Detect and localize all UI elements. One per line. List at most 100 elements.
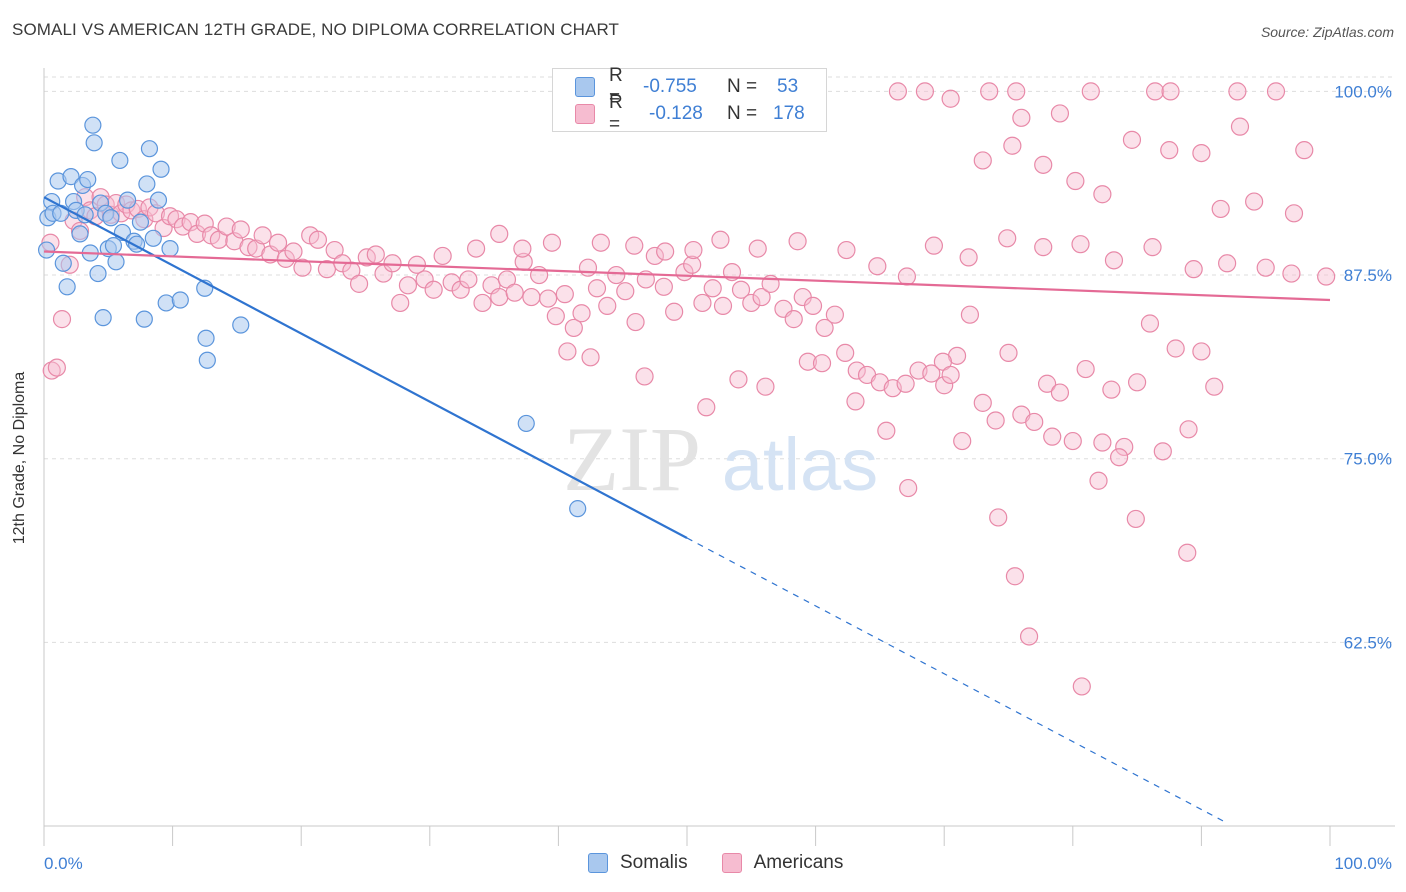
american-point (935, 376, 954, 395)
watermark-atlas: atlas (722, 423, 878, 506)
legend-item-americans[interactable]: Americans (721, 852, 843, 874)
american-point (1050, 383, 1070, 402)
american-point (217, 217, 236, 236)
american-point (656, 242, 675, 261)
american-point (1178, 543, 1197, 562)
american-point (505, 283, 524, 302)
legend-item-somalis[interactable]: Somalis (588, 852, 688, 874)
somali-point (94, 309, 112, 327)
american-point (308, 230, 328, 249)
legend-n-label: N = (727, 76, 758, 97)
somali-point (140, 140, 159, 158)
american-point (941, 365, 960, 385)
american-point (1266, 82, 1286, 101)
american-point (693, 293, 712, 313)
somali-trendline (43, 196, 688, 540)
somali-point (232, 316, 250, 334)
somali-point (517, 414, 535, 433)
american-point (729, 370, 748, 389)
legend-swatch-somali (575, 77, 595, 97)
american-point (555, 285, 574, 304)
american-point (703, 279, 722, 298)
american-point (713, 296, 733, 315)
american-point (1160, 141, 1179, 160)
american-point (284, 242, 303, 261)
american-point (888, 82, 908, 101)
american-point (1122, 130, 1142, 149)
american-point (1143, 238, 1162, 257)
watermark: ZIP atlas (563, 408, 878, 510)
american-point (415, 270, 434, 289)
somali-point (131, 213, 150, 231)
y-tick-label: 100.0% (1334, 82, 1392, 101)
american-point (276, 249, 295, 268)
american-point (626, 312, 645, 332)
american-point (1043, 427, 1062, 446)
axes (43, 68, 1395, 846)
somali-point (161, 239, 179, 258)
american-point (522, 287, 541, 307)
american-point (490, 287, 509, 307)
somali-point (171, 291, 189, 309)
somali-point (111, 151, 129, 170)
american-point (1037, 374, 1057, 393)
american-point (473, 293, 492, 313)
american-point (1317, 267, 1336, 286)
x-tick-label: 0.0% (44, 854, 83, 873)
somali-point (85, 134, 103, 152)
american-point (1005, 567, 1025, 586)
american-point (542, 233, 562, 252)
american-point (1126, 509, 1145, 529)
american-point (803, 296, 823, 315)
american-point (167, 210, 186, 229)
legend-r-label: R = (609, 65, 623, 108)
legend-n-label: N = (727, 103, 758, 124)
somali-point (198, 351, 216, 369)
american-point (239, 238, 258, 257)
american-point (539, 289, 558, 308)
american-point (1076, 359, 1095, 379)
y-tick-label: 87.5% (1344, 266, 1392, 285)
american-point (1256, 258, 1275, 277)
legend-label-somalis: Somalis (620, 852, 688, 873)
legend-swatch-somalis (588, 853, 608, 873)
y-tick-label: 62.5% (1344, 633, 1392, 652)
american-point (815, 318, 834, 338)
legend-swatch-american (575, 104, 595, 124)
american-point (1192, 342, 1211, 361)
x-tick-label: 100.0% (1334, 854, 1392, 873)
american-point (578, 258, 598, 277)
american-point (1093, 185, 1112, 204)
american-point (391, 293, 410, 313)
american-point (1109, 448, 1129, 467)
american-point (459, 270, 478, 289)
american-point (953, 431, 972, 451)
american-point (1093, 433, 1112, 452)
american-point (195, 214, 214, 233)
somali-point (118, 191, 137, 209)
american-point (231, 220, 250, 239)
american-point (868, 257, 887, 276)
american-point (788, 232, 807, 251)
american-point (1192, 143, 1211, 163)
american-point (625, 236, 644, 255)
american-points (41, 82, 1336, 696)
american-point (293, 258, 312, 277)
american-point (1007, 82, 1026, 101)
american-point (181, 213, 200, 232)
american-point (366, 245, 385, 264)
somali-point (84, 116, 102, 134)
american-point (349, 274, 369, 293)
legend-swatch-americans (721, 853, 742, 873)
american-point (1218, 254, 1237, 273)
american-point (1019, 627, 1039, 646)
somali-point (79, 170, 97, 189)
american-point (846, 392, 865, 411)
somali-point (152, 160, 170, 178)
american-point (433, 246, 452, 266)
american-point (1012, 108, 1031, 127)
american-point (941, 89, 960, 108)
american-point (1050, 104, 1070, 123)
legend-row-somali: R = -0.755 N = 53 (553, 65, 798, 108)
american-point (836, 343, 855, 363)
